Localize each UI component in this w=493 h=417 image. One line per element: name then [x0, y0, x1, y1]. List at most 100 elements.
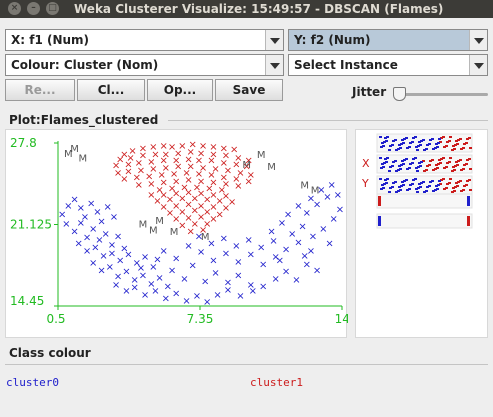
bar-point	[435, 143, 438, 145]
cluster0-point: ×	[234, 270, 242, 281]
cluster1-point: ×	[160, 156, 168, 167]
cluster0-point: ×	[120, 244, 128, 255]
noise-point: M	[139, 220, 148, 231]
cluster0-point: ×	[245, 235, 253, 246]
select-instance-select[interactable]: Select Instance	[288, 54, 488, 76]
cluster1-point: ×	[193, 182, 201, 193]
bar-point	[394, 181, 397, 183]
cluster0-point: ×	[309, 231, 317, 242]
cluster0-point: ×	[91, 242, 99, 253]
bar-point	[378, 196, 381, 206]
cluster0-point: ×	[267, 226, 275, 237]
bar-point	[412, 158, 415, 160]
chevron-down-icon[interactable]	[469, 30, 487, 50]
cluster1-point: ×	[245, 176, 253, 187]
cluster0-point: ×	[220, 234, 228, 245]
cluster1-point: ×	[124, 159, 132, 170]
cluster1-point: ×	[128, 146, 136, 157]
cluster0-point: ×	[259, 281, 267, 292]
bar-point	[399, 147, 402, 149]
cluster0-point: ×	[234, 257, 242, 268]
cluster1-point: ×	[168, 184, 176, 195]
cluster0-point: ×	[108, 248, 116, 259]
chevron-down-icon[interactable]	[265, 30, 283, 50]
bar-point	[381, 163, 384, 165]
cluster0-point: ×	[164, 281, 172, 292]
jitter-slider-track[interactable]	[398, 93, 488, 96]
cluster0-point: ×	[307, 246, 315, 257]
maximize-icon[interactable]: □	[46, 2, 59, 15]
x-axis-select[interactable]: X: f1 (Num)	[5, 29, 284, 51]
cluster0-point: ×	[334, 190, 342, 201]
y-axis-select[interactable]: Y: f2 (Num)	[288, 29, 488, 51]
cluster1-point: ×	[172, 176, 180, 187]
divider	[168, 120, 488, 121]
open-button[interactable]: Op...	[147, 79, 213, 101]
cluster0-point: ×	[168, 265, 176, 276]
cluster0-point: ×	[153, 254, 161, 265]
cluster1-point: ×	[112, 160, 120, 171]
attribute-bars[interactable]: XY	[356, 130, 489, 339]
cluster1-point: ×	[184, 213, 192, 224]
cluster0-point: ×	[232, 241, 240, 252]
chevron-down-icon[interactable]	[469, 55, 487, 75]
noise-point: M	[155, 216, 164, 227]
legend-cluster1[interactable]: cluster1	[250, 376, 303, 389]
bar-point	[379, 157, 382, 159]
clear-button[interactable]: Cl...	[77, 79, 145, 101]
cluster0-point: ×	[269, 236, 277, 247]
bar-point	[422, 160, 425, 162]
jitter-slider-thumb[interactable]	[393, 87, 406, 101]
bar-point	[391, 186, 394, 188]
cluster0-point: ×	[224, 278, 232, 289]
bar-point	[420, 140, 423, 142]
cluster0-point: ×	[292, 275, 300, 286]
bar-point	[386, 178, 389, 180]
bar-point	[397, 190, 400, 192]
reset-button[interactable]: Re...	[5, 79, 75, 101]
bar-point	[466, 180, 469, 182]
cluster1-point: ×	[135, 158, 143, 169]
cluster0-point: ×	[189, 261, 197, 272]
cluster0-point: ×	[249, 286, 257, 297]
bar-point	[456, 143, 459, 145]
cluster1-point: ×	[172, 214, 180, 225]
save-button[interactable]: Save	[215, 79, 283, 101]
cluster0-point: ×	[114, 272, 122, 283]
bar-point	[463, 143, 466, 145]
close-icon[interactable]: ×	[8, 2, 21, 15]
cluster0-point: ×	[207, 239, 215, 250]
bar-point	[397, 148, 400, 150]
cluster0-point: ×	[83, 233, 91, 244]
cluster1-point: ×	[147, 157, 155, 168]
bar-point	[440, 158, 443, 160]
legend-cluster0[interactable]: cluster0	[6, 376, 59, 389]
bar-point	[426, 144, 429, 146]
bar-point	[398, 165, 401, 167]
colour-select[interactable]: Colour: Cluster (Nom)	[5, 54, 284, 76]
bar-point	[454, 144, 457, 146]
bar-point	[395, 170, 398, 172]
cluster1-point: ×	[145, 171, 153, 182]
chevron-down-icon[interactable]	[265, 55, 283, 75]
bar-point	[378, 216, 381, 226]
cluster1-point: ×	[151, 149, 159, 160]
bar-point	[389, 166, 392, 168]
cluster0-point: ×	[122, 286, 130, 297]
minimize-icon[interactable]: –	[27, 2, 40, 15]
plot-title: Plot:Flames_clustered	[9, 113, 159, 127]
cluster1-point: ×	[178, 207, 186, 218]
bar-point	[419, 144, 422, 146]
bar-point	[462, 189, 465, 191]
bar-point	[467, 216, 470, 226]
bar-background	[376, 193, 473, 209]
cluster1-point: ×	[218, 185, 226, 196]
bar-point	[389, 145, 392, 147]
cluster1-point: ×	[153, 196, 161, 207]
bar-point	[459, 159, 462, 161]
y-axis-select-value: Y: f2 (Num)	[294, 33, 371, 47]
bar-point	[453, 190, 456, 192]
